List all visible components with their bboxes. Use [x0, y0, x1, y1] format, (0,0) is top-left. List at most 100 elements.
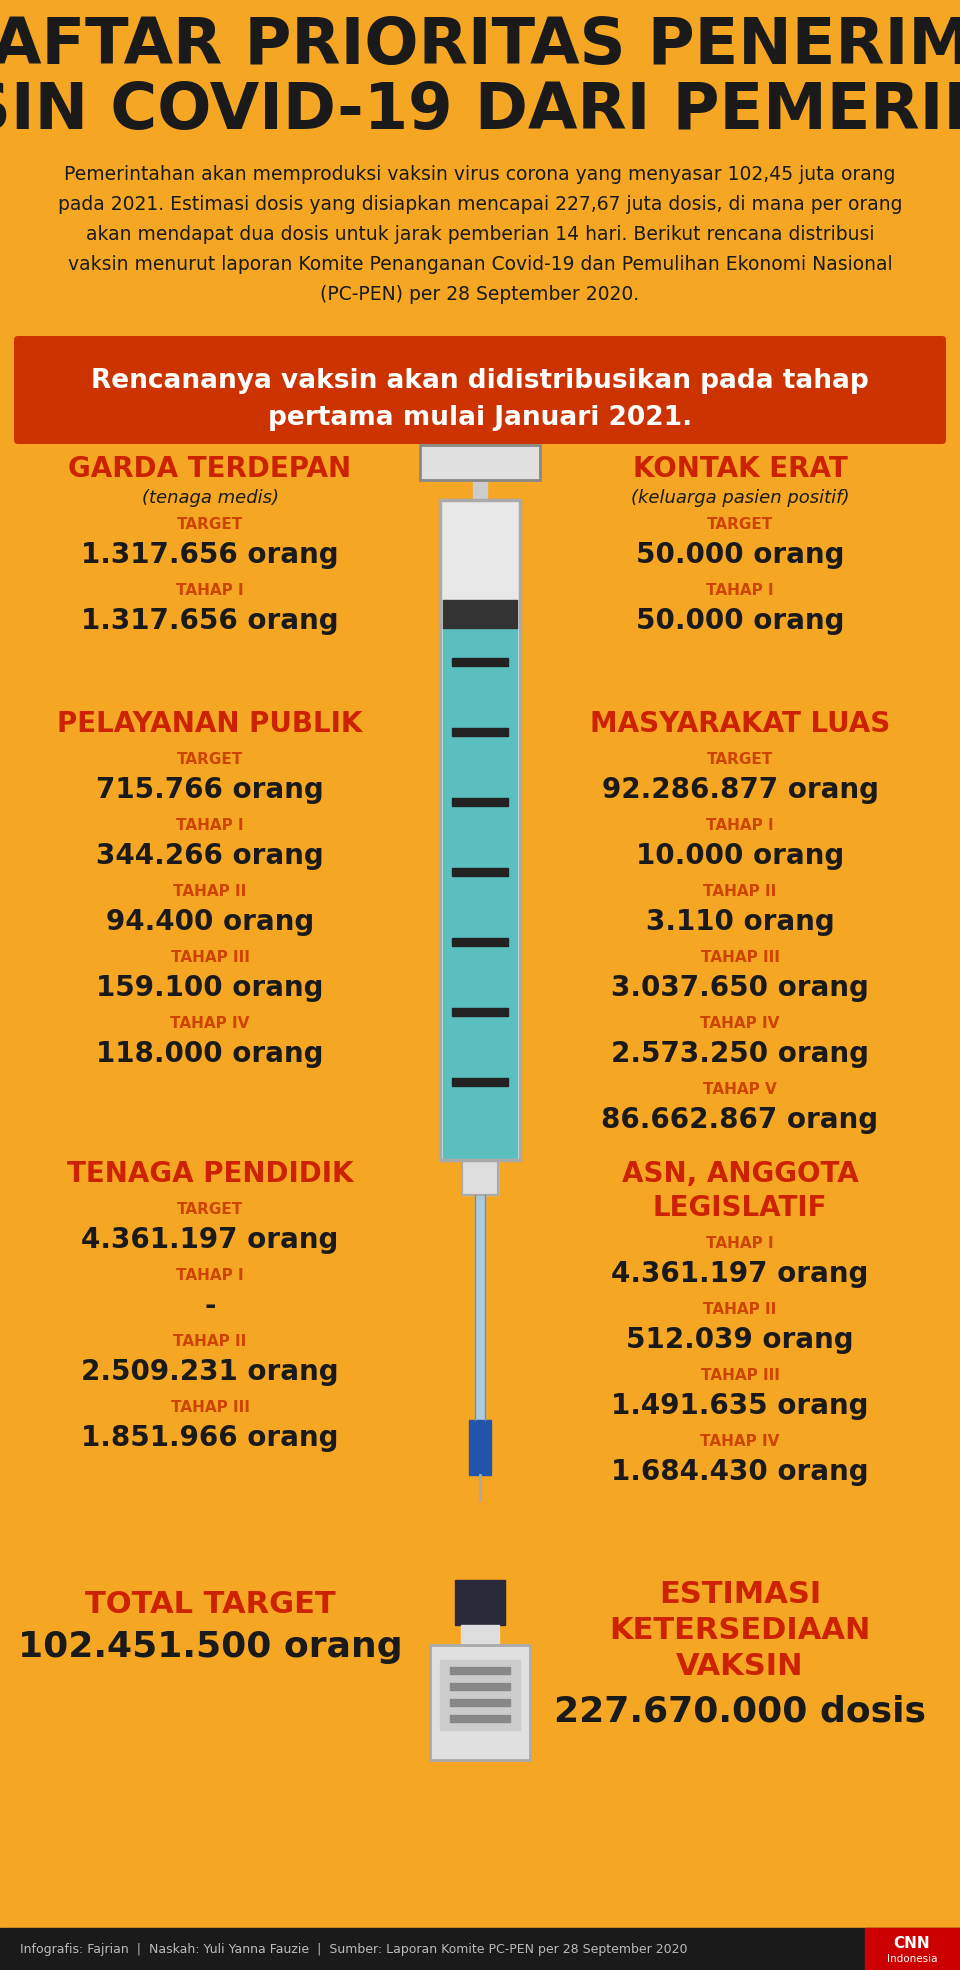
Text: pada 2021. Estimasi dosis yang disiapkan mencapai 227,67 juta dosis, di mana per: pada 2021. Estimasi dosis yang disiapkan… [58, 195, 902, 215]
Bar [473, 481, 487, 500]
Bar [462, 1160, 498, 1196]
Bar [455, 1580, 505, 1625]
Text: 3.110 orang: 3.110 orang [646, 908, 834, 936]
Text: (tenaga medis): (tenaga medis) [141, 489, 278, 506]
Text: TAHAP II: TAHAP II [704, 885, 777, 898]
Text: TAHAP II: TAHAP II [174, 1334, 247, 1349]
Text: 1.317.656 orang: 1.317.656 orang [82, 542, 339, 569]
Bar [452, 1009, 508, 1017]
Text: Rencananya vaksin akan didistribusikan pada tahap: Rencananya vaksin akan didistribusikan p… [91, 368, 869, 394]
Text: Indonesia: Indonesia [887, 1954, 937, 1964]
Text: 2.509.231 orang: 2.509.231 orang [82, 1357, 339, 1387]
Text: TENAGA PENDIDIK: TENAGA PENDIDIK [67, 1160, 353, 1188]
Text: ESTIMASI: ESTIMASI [659, 1580, 821, 1609]
Text: DAFTAR PRIORITAS PENERIMA: DAFTAR PRIORITAS PENERIMA [0, 16, 960, 77]
Bar [443, 601, 517, 628]
Bar [865, 1929, 960, 1970]
Text: TARGET: TARGET [177, 516, 243, 532]
Text: TAHAP III: TAHAP III [171, 950, 250, 965]
Text: Infografis: Fajrian  |  Naskah: Yuli Yanna Fauzie  |  Sumber: Laporan Komite PC-: Infografis: Fajrian | Naskah: Yuli Yanna… [20, 1942, 687, 1956]
Text: TAHAP I: TAHAP I [707, 583, 774, 599]
Bar [440, 500, 520, 1160]
Bar [450, 1716, 510, 1722]
Bar [462, 1160, 498, 1196]
Text: (keluarga pasien positif): (keluarga pasien positif) [631, 489, 850, 506]
Text: TAHAP IV: TAHAP IV [700, 1017, 780, 1030]
Bar [452, 869, 508, 877]
Text: TAHAP I: TAHAP I [177, 1269, 244, 1282]
Text: 118.000 orang: 118.000 orang [96, 1040, 324, 1068]
Text: CNN: CNN [894, 1937, 930, 1952]
Text: TARGET: TARGET [707, 753, 773, 766]
Text: 3.037.650 orang: 3.037.650 orang [612, 973, 869, 1003]
Text: 1.684.430 orang: 1.684.430 orang [612, 1458, 869, 1485]
Bar [420, 445, 540, 481]
Text: 159.100 orang: 159.100 orang [96, 973, 324, 1003]
Bar [452, 938, 508, 946]
Text: TOTAL TARGET: TOTAL TARGET [84, 1590, 335, 1619]
Text: VAKSIN: VAKSIN [676, 1653, 804, 1680]
Text: TAHAP III: TAHAP III [701, 950, 780, 965]
Text: Pemerintahan akan memproduksi vaksin virus corona yang menyasar 102,45 juta oran: Pemerintahan akan memproduksi vaksin vir… [64, 165, 896, 183]
Bar [461, 1625, 499, 1645]
Text: (PC-PEN) per 28 September 2020.: (PC-PEN) per 28 September 2020. [321, 286, 639, 303]
Text: 4.361.197 orang: 4.361.197 orang [612, 1261, 869, 1288]
Bar [452, 729, 508, 737]
Text: 92.286.877 orang: 92.286.877 orang [602, 776, 878, 804]
Text: TAHAP II: TAHAP II [704, 1302, 777, 1318]
Text: GARDA TERDEPAN: GARDA TERDEPAN [68, 455, 351, 483]
Bar [452, 658, 508, 666]
Bar [430, 1645, 530, 1759]
Text: 1.317.656 orang: 1.317.656 orang [82, 607, 339, 634]
Text: TAHAP I: TAHAP I [177, 818, 244, 833]
Bar [452, 798, 508, 806]
Text: 94.400 orang: 94.400 orang [106, 908, 314, 936]
Text: TARGET: TARGET [177, 753, 243, 766]
Bar [450, 1698, 510, 1706]
Text: KETERSEDIAAN: KETERSEDIAAN [610, 1615, 871, 1645]
Text: TAHAP III: TAHAP III [701, 1367, 780, 1383]
Text: 86.662.867 orang: 86.662.867 orang [601, 1105, 878, 1135]
Bar [440, 500, 520, 1160]
Text: akan mendapat dua dosis untuk jarak pemberian 14 hari. Berikut rencana distribus: akan mendapat dua dosis untuk jarak pemb… [85, 225, 875, 244]
Bar [450, 1682, 510, 1690]
Bar [475, 1196, 485, 1420]
FancyBboxPatch shape [14, 337, 946, 443]
Text: TARGET: TARGET [707, 516, 773, 532]
Text: pertama mulai Januari 2021.: pertama mulai Januari 2021. [268, 406, 692, 431]
Text: 102.451.500 orang: 102.451.500 orang [17, 1629, 402, 1665]
Bar [440, 1661, 520, 1730]
Bar [420, 445, 540, 481]
Text: 1.491.635 orang: 1.491.635 orang [612, 1393, 869, 1420]
Text: PELAYANAN PUBLIK: PELAYANAN PUBLIK [58, 709, 363, 739]
Text: 50.000 orang: 50.000 orang [636, 607, 844, 634]
Text: MASYARAKAT LUAS: MASYARAKAT LUAS [589, 709, 890, 739]
Text: 715.766 orang: 715.766 orang [96, 776, 324, 804]
Text: VAKSIN COVID-19 DARI PEMERINTAH: VAKSIN COVID-19 DARI PEMERINTAH [0, 81, 960, 142]
Bar [452, 1078, 508, 1085]
Text: 50.000 orang: 50.000 orang [636, 542, 844, 569]
Bar [430, 1645, 530, 1759]
Bar [0, 1929, 960, 1970]
Text: 4.361.197 orang: 4.361.197 orang [82, 1225, 339, 1255]
Text: LEGISLATIF: LEGISLATIF [653, 1194, 828, 1221]
Text: 227.670.000 dosis: 227.670.000 dosis [554, 1694, 926, 1730]
Text: TAHAP IV: TAHAP IV [170, 1017, 250, 1030]
Text: TARGET: TARGET [177, 1202, 243, 1217]
Text: TAHAP V: TAHAP V [703, 1082, 777, 1097]
Text: TAHAP III: TAHAP III [171, 1401, 250, 1414]
Text: 10.000 orang: 10.000 orang [636, 841, 844, 871]
Bar [443, 628, 517, 1158]
Text: 2.573.250 orang: 2.573.250 orang [611, 1040, 869, 1068]
Text: TAHAP I: TAHAP I [707, 1235, 774, 1251]
Text: -: - [204, 1292, 216, 1320]
Text: vaksin menurut laporan Komite Penanganan Covid-19 dan Pemulihan Ekonomi Nasional: vaksin menurut laporan Komite Penanganan… [68, 254, 892, 274]
Text: TAHAP I: TAHAP I [707, 818, 774, 833]
Bar [469, 1420, 491, 1476]
Text: ASN, ANGGOTA: ASN, ANGGOTA [622, 1160, 858, 1188]
Text: 344.266 orang: 344.266 orang [96, 841, 324, 871]
Text: 1.851.966 orang: 1.851.966 orang [82, 1424, 339, 1452]
Text: TAHAP II: TAHAP II [174, 885, 247, 898]
Bar [450, 1667, 510, 1674]
Text: KONTAK ERAT: KONTAK ERAT [633, 455, 848, 483]
